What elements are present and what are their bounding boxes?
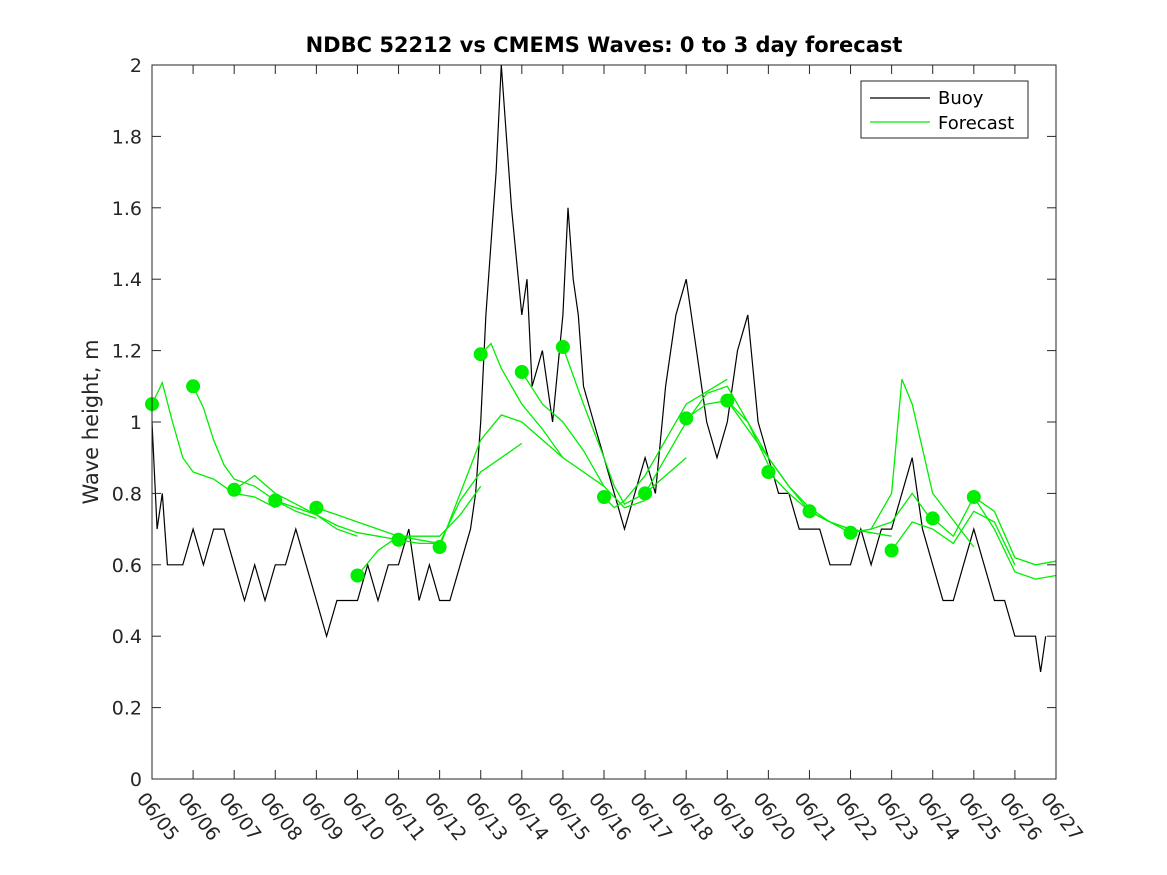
forecast-marker bbox=[268, 493, 283, 508]
forecast-marker bbox=[514, 365, 529, 379]
y-tick-label: 1.2 bbox=[112, 341, 142, 363]
legend: Buoy Forecast bbox=[860, 80, 1029, 139]
forecast-run-line-1 bbox=[151, 380, 276, 509]
y-tick-label: 0.8 bbox=[112, 483, 142, 505]
chart-title: NDBC 52212 vs CMEMS Waves: 0 to 3 day fo… bbox=[306, 33, 903, 57]
forecast-marker bbox=[720, 393, 735, 408]
buoy-series-line bbox=[151, 64, 1047, 672]
legend-box bbox=[860, 80, 1029, 139]
y-tick-label: 0.4 bbox=[112, 626, 142, 648]
forecast-run-line-18 bbox=[850, 378, 975, 548]
y-tick-label: 0.6 bbox=[112, 555, 142, 577]
forecast-marker bbox=[473, 347, 488, 362]
data-layer bbox=[145, 64, 1057, 672]
y-tick-label: 1.6 bbox=[112, 198, 142, 220]
forecast-run-line-20 bbox=[932, 496, 1057, 566]
forecast-run-line-3 bbox=[233, 474, 358, 537]
forecast-marker bbox=[391, 532, 406, 547]
forecast-marker bbox=[884, 543, 899, 558]
forecast-run-line-6 bbox=[356, 485, 482, 576]
forecast-run-line-5 bbox=[316, 507, 440, 545]
forecast-marker bbox=[638, 486, 653, 501]
forecast-marker bbox=[350, 568, 365, 583]
forecast-marker bbox=[227, 482, 242, 497]
y-tick-label: 1.4 bbox=[112, 269, 142, 291]
y-tick-label: 1.8 bbox=[112, 126, 142, 148]
forecast-marker bbox=[679, 411, 694, 426]
forecast-marker bbox=[309, 500, 324, 515]
forecast-marker bbox=[802, 504, 817, 519]
forecast-run-line-19 bbox=[891, 510, 1016, 566]
forecast-marker bbox=[597, 490, 611, 504]
forecast-run-line-2 bbox=[192, 386, 317, 520]
forecast-marker bbox=[843, 525, 858, 540]
forecast-marker bbox=[432, 540, 447, 554]
forecast-marker bbox=[186, 379, 201, 394]
forecast-marker bbox=[966, 490, 981, 504]
y-tick-label: 0 bbox=[130, 769, 142, 791]
forecast-run-line-9 bbox=[480, 342, 605, 487]
forecast-marker bbox=[925, 511, 940, 526]
forecast-run-line-21 bbox=[973, 496, 1057, 580]
forecast-run-line-12 bbox=[603, 378, 728, 509]
y-tick-label: 2 bbox=[130, 55, 142, 77]
legend-forecast-label: Forecast bbox=[938, 113, 1014, 134]
forecast-run-line-7 bbox=[398, 442, 523, 545]
plot-area bbox=[152, 65, 1056, 779]
forecast-marker bbox=[555, 340, 570, 354]
forecast-run-line-8 bbox=[438, 414, 564, 548]
forecast-run-line-10 bbox=[521, 371, 646, 509]
forecast-marker bbox=[761, 465, 776, 479]
forecast-run-line-4 bbox=[275, 499, 399, 541]
y-tick-label: 0.2 bbox=[112, 698, 142, 720]
y-axis-label: Wave height, m bbox=[79, 339, 103, 504]
legend-buoy-label: Buoy bbox=[938, 88, 984, 109]
y-tick-label: 1 bbox=[130, 412, 142, 434]
